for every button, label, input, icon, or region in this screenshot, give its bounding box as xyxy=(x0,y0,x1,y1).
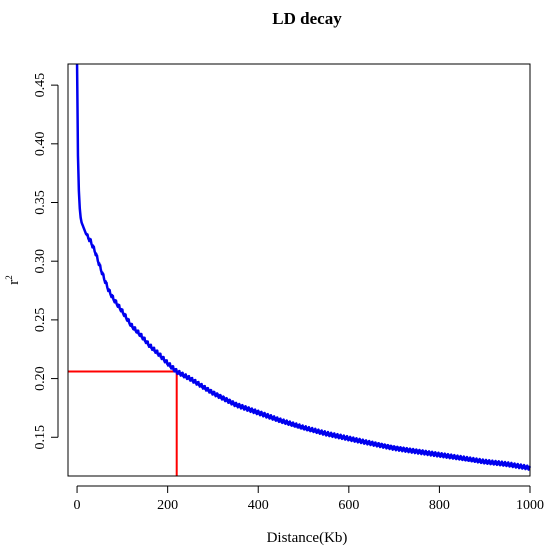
y-tick-label: 0.25 xyxy=(33,308,48,333)
y-tick-label: 0.45 xyxy=(33,73,48,98)
chart-title: LD decay xyxy=(272,9,342,28)
x-tick-label: 800 xyxy=(429,498,450,513)
x-tick-label: 400 xyxy=(248,498,269,513)
y-axis-label: r2 xyxy=(4,275,22,285)
y-tick-label: 0.40 xyxy=(33,132,48,157)
y-tick-label: 0.35 xyxy=(33,190,48,215)
x-tick-label: 0 xyxy=(74,498,81,513)
x-tick-label: 600 xyxy=(338,498,359,513)
y-tick-label: 0.20 xyxy=(33,366,48,391)
y-axis-label-base: r xyxy=(6,280,22,285)
y-tick-label: 0.30 xyxy=(33,249,48,274)
y-axis-label-group: r2 xyxy=(4,275,22,285)
x-axis: 0 200 400 600 800 1000 xyxy=(74,485,544,513)
threshold-lines xyxy=(68,370,178,476)
y-axis-label-superscript: 2 xyxy=(4,275,14,280)
x-tick-label: 200 xyxy=(157,498,178,513)
plot-border xyxy=(67,63,531,477)
ld-decay-curve xyxy=(75,63,532,471)
y-tick-label: 0.15 xyxy=(33,425,48,450)
x-axis-label: Distance(Kb) xyxy=(267,530,348,546)
x-tick-label: 1000 xyxy=(516,498,544,513)
y-axis: 0.15 0.20 0.25 0.30 0.35 0.40 0.45 xyxy=(33,73,59,450)
